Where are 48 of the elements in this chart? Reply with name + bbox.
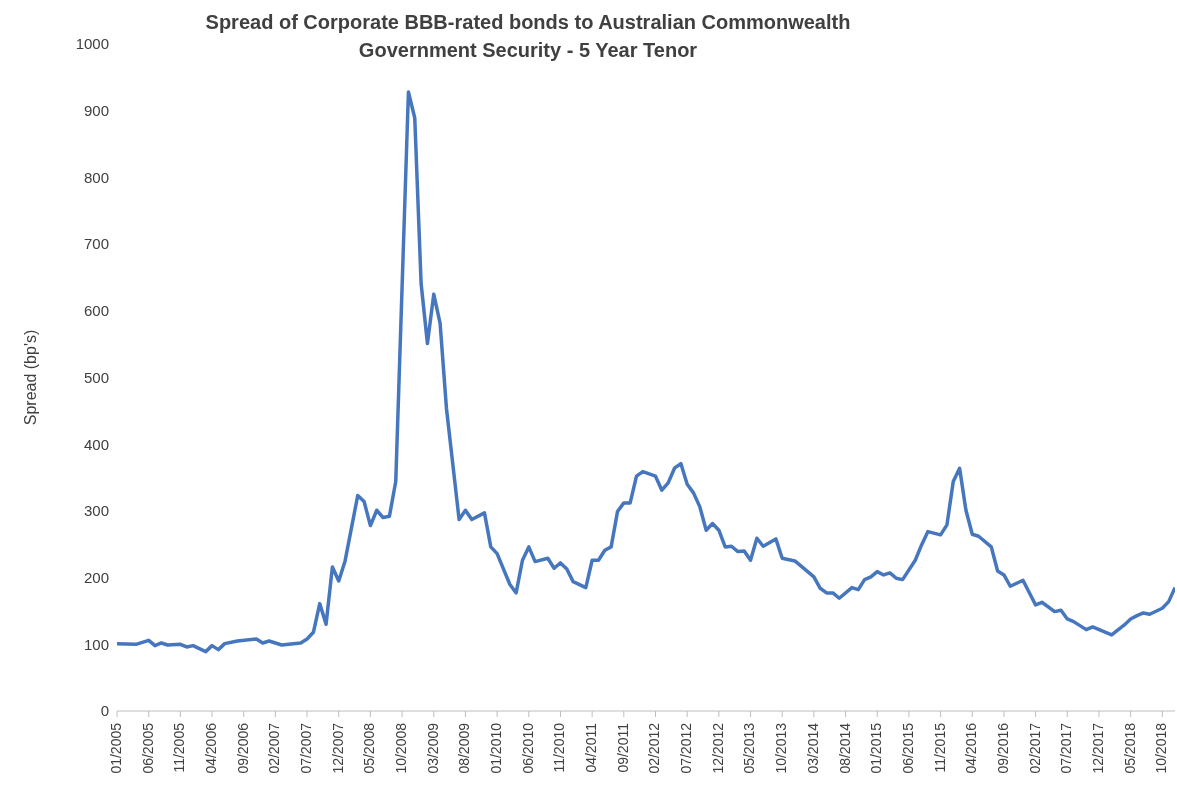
y-tick-label: 200 xyxy=(83,568,109,586)
y-tick-label: 700 xyxy=(83,235,109,253)
x-tick-label: 10/2018 xyxy=(1153,722,1170,774)
x-tick-label: 02/2007 xyxy=(266,722,283,774)
x-tick-label: 08/2009 xyxy=(456,722,473,774)
x-tick-label: 06/2010 xyxy=(519,722,536,774)
x-tick-label: 01/2005 xyxy=(107,722,124,774)
x-tick-label: 05/2008 xyxy=(361,722,378,774)
x-tick-label: 06/2005 xyxy=(139,722,156,774)
y-tick-label: 400 xyxy=(83,435,109,453)
y-tick-label: 900 xyxy=(83,102,109,120)
x-tick-label: 05/2013 xyxy=(741,722,758,774)
x-tick-label: 09/2006 xyxy=(234,722,251,774)
y-tick-label: 0 xyxy=(100,702,109,720)
x-tick-label: 11/2015 xyxy=(931,722,948,773)
x-tick-label: 07/2012 xyxy=(678,722,695,774)
x-tick-label: 04/2006 xyxy=(202,722,219,774)
x-tick-label: 03/2009 xyxy=(424,722,441,774)
y-axis-title: Spread (bp's) xyxy=(21,329,39,426)
x-tick-label: 09/2011 xyxy=(614,722,631,773)
x-tick-label: 02/2017 xyxy=(1026,722,1043,774)
y-tick-label: 1000 xyxy=(75,35,109,53)
x-tick-label: 10/2013 xyxy=(773,722,790,774)
x-tick-label: 01/2010 xyxy=(488,722,505,774)
x-tick-label: 02/2012 xyxy=(646,722,663,774)
x-tick-label: 01/2015 xyxy=(868,722,885,774)
x-tick-label: 11/2010 xyxy=(551,722,568,773)
x-tick-label: 12/2012 xyxy=(709,722,726,774)
y-tick-label: 600 xyxy=(83,302,109,320)
x-tick-label: 08/2014 xyxy=(836,722,853,774)
y-tick-label: 300 xyxy=(83,502,109,520)
x-tick-label: 09/2016 xyxy=(994,722,1011,774)
x-tick-label: 07/2017 xyxy=(1058,722,1075,774)
y-tick-label: 500 xyxy=(83,368,109,386)
x-tick-label: 12/2017 xyxy=(1089,722,1106,774)
y-tick-label: 800 xyxy=(83,168,109,186)
x-tick-label: 12/2007 xyxy=(329,722,346,774)
x-tick-label: 05/2018 xyxy=(1121,722,1138,774)
x-tick-label: 07/2007 xyxy=(298,722,314,774)
x-tick-label: 04/2011 xyxy=(583,722,600,773)
line-series xyxy=(117,90,1175,654)
chart-title: Spread of Corporate BBB-rated bonds to Australian Commonwealth Government Security - 5 Year Tenor xyxy=(204,10,852,63)
x-tick-label: 04/2016 xyxy=(963,722,980,774)
x-tick-label: 06/2015 xyxy=(899,722,916,774)
x-tick-label: 11/2005 xyxy=(171,722,188,773)
y-tick-label: 100 xyxy=(83,635,109,653)
x-tick-label: 03/2014 xyxy=(804,722,821,774)
x-tick-label: 10/2008 xyxy=(393,722,410,774)
